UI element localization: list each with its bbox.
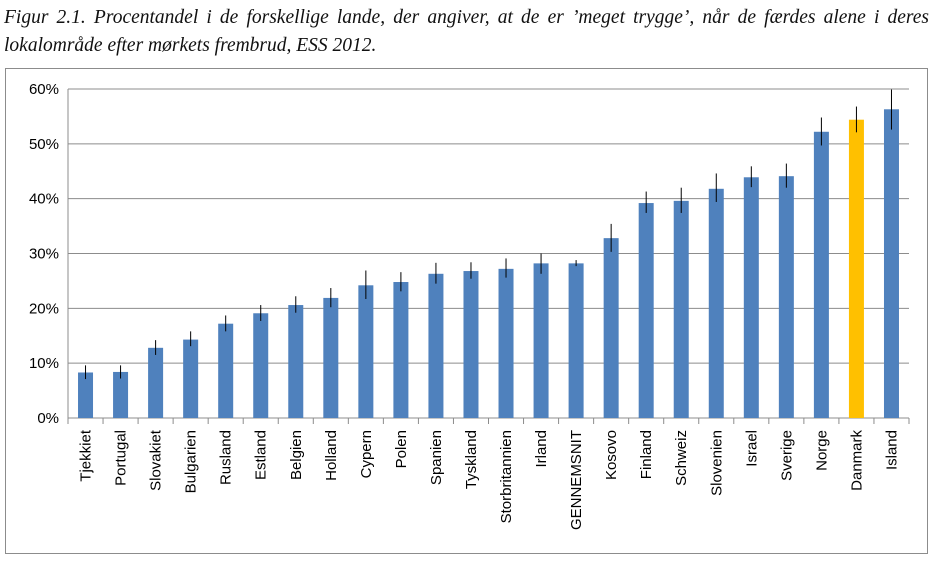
x-category-label: Bulgarien [183, 430, 200, 493]
bar [113, 371, 129, 418]
bar [778, 176, 794, 418]
y-tick-label: 40% [29, 191, 59, 208]
bar [323, 297, 339, 418]
chart-frame: 0% 10% 20% 30% 40% 50% 60% Tjekkiet Portugal Slov… [5, 68, 928, 554]
bar [848, 119, 864, 418]
y-tick-label: 20% [29, 300, 59, 317]
x-category-label: Slovenien [708, 430, 725, 496]
x-category-label: Tyskland [463, 430, 480, 489]
x-category-label: Island [883, 430, 900, 470]
figure-caption: Figur 2.1. Procentandel i de forskellige… [4, 7, 929, 56]
bar [78, 372, 94, 418]
y-tick-label: 60% [29, 81, 59, 98]
bar [533, 263, 549, 418]
bar [638, 203, 654, 418]
bar [358, 285, 374, 418]
bar-chart: 0% 10% 20% 30% 40% 50% 60% Tjekkiet Portugal Slov… [29, 81, 910, 530]
x-category-label: Spanien [428, 430, 445, 485]
x-category-label: Polen [393, 430, 410, 468]
bar [498, 268, 514, 418]
bar [463, 271, 479, 418]
y-tick-label: 50% [29, 136, 59, 153]
y-tick-label: 0% [37, 410, 59, 427]
x-category-label: Tjekkiet [78, 429, 95, 482]
bar [218, 323, 234, 418]
x-category-label: Cypern [358, 430, 375, 478]
x-category-label: Belgien [288, 430, 305, 480]
bar [813, 131, 829, 418]
x-category-label: Holland [323, 430, 340, 481]
y-tick-label: 30% [29, 246, 59, 263]
x-category-label: Estland [253, 430, 270, 480]
x-category-label: Rusland [218, 430, 235, 485]
x-category-label: Norge [813, 430, 830, 471]
x-category-label: Portugal [113, 430, 130, 486]
x-category-label: GENNEMSNIT [568, 430, 585, 530]
bar [743, 177, 759, 418]
x-category-label: Sverige [778, 430, 795, 481]
x-category-label: Irland [533, 430, 550, 468]
bar [183, 339, 199, 418]
x-category-label: Israel [743, 430, 760, 467]
x-category-label: Kosovo [603, 430, 620, 480]
x-category-label: Danmark [848, 430, 865, 491]
bar [883, 109, 899, 418]
bar [288, 305, 304, 418]
x-category-label: Slovakiet [148, 429, 165, 491]
x-category-label: Storbritannien [498, 430, 515, 523]
bar [253, 313, 269, 418]
bar [568, 263, 584, 418]
bar [148, 347, 164, 418]
x-category-label: Schweiz [673, 430, 690, 486]
y-tick-label: 10% [29, 355, 59, 372]
bar [603, 238, 619, 418]
bar [393, 282, 409, 418]
bar [673, 200, 689, 418]
bar [428, 273, 444, 418]
x-category-label: Finland [638, 430, 655, 479]
bar [708, 188, 724, 418]
